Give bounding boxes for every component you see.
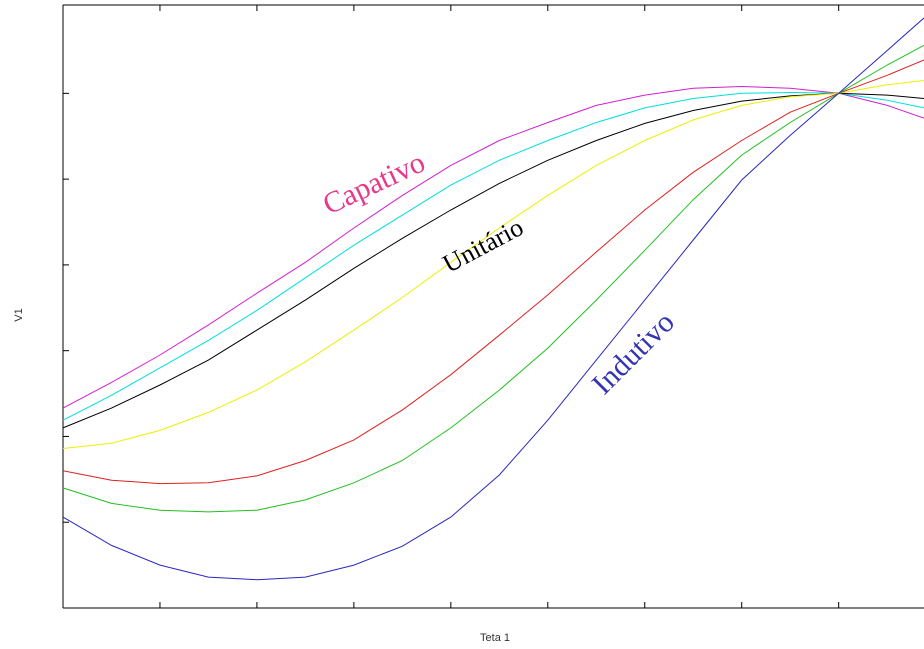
series-line [62, 59, 924, 485]
series-line [62, 80, 924, 449]
series-line [62, 85, 924, 409]
series-line [62, 17, 924, 581]
series-line [62, 91, 924, 421]
annotation: Unitário [438, 212, 528, 278]
annotation: Capativo [318, 146, 430, 222]
y-axis-label: V1 [13, 308, 25, 321]
annotation: Indutivo [586, 306, 681, 401]
x-axis-label: Teta 1 [480, 632, 510, 644]
series-line [62, 92, 924, 429]
series-line [62, 44, 924, 513]
